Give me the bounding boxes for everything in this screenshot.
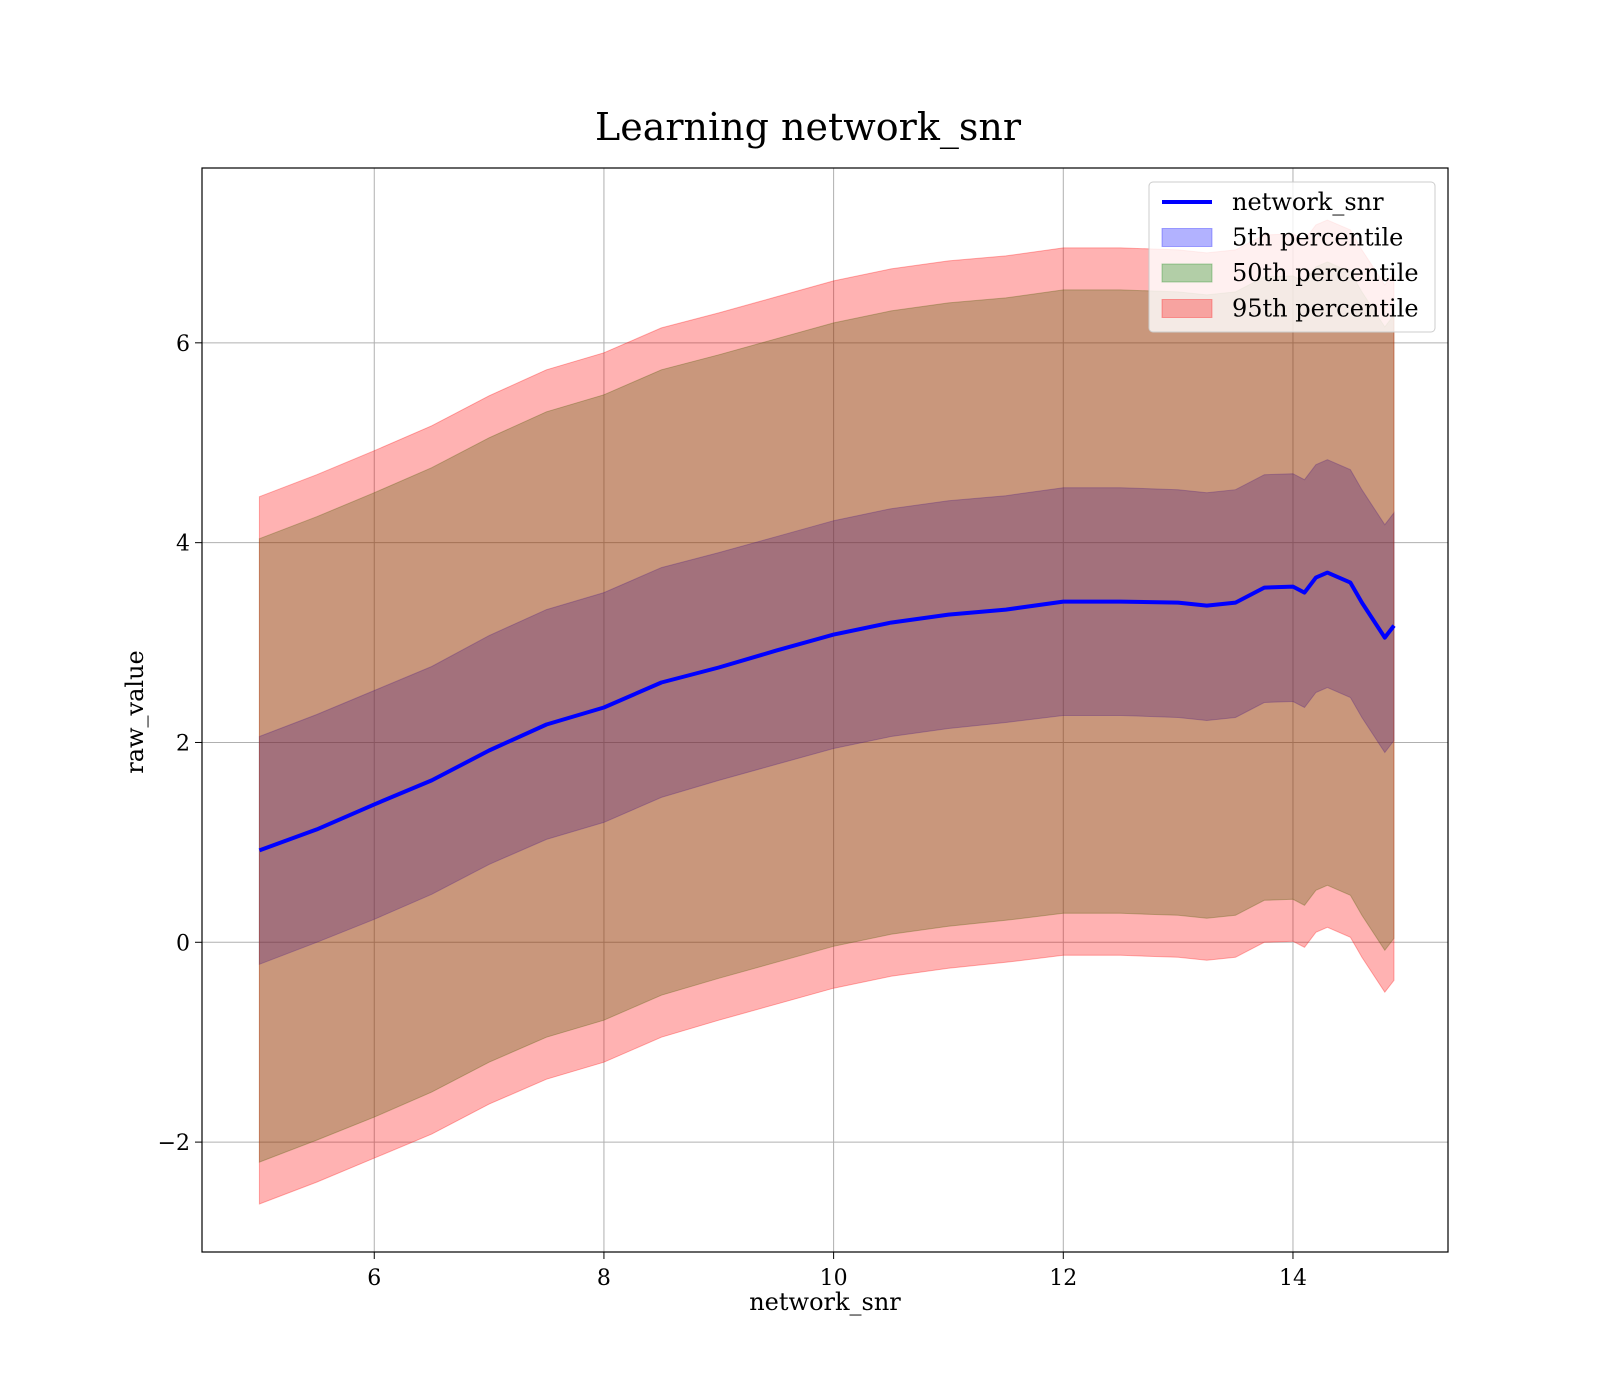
legend-label: 50th percentile [1232, 259, 1419, 287]
plot-area [201, 167, 1449, 1253]
x-axis-ticks: 6 8 10 12 14 [367, 1252, 1307, 1291]
y-axis-label: raw_value [121, 650, 149, 774]
y-tick-label: −2 [158, 1131, 190, 1156]
plot-frame [201, 167, 1449, 1253]
x-tick-label: 10 [820, 1266, 848, 1291]
x-tick-label: 6 [367, 1266, 381, 1291]
band-50th-percentile [258, 261, 1395, 1163]
legend-label: 95th percentile [1232, 295, 1419, 323]
data-line-layer [258, 570, 1396, 853]
x-tick-label: 12 [1049, 1266, 1077, 1291]
y-axis-ticks: −2 0 2 4 6 [158, 332, 202, 1156]
legend-label: network_snr [1232, 188, 1384, 216]
legend-box [1148, 181, 1436, 333]
x-tick-label: 8 [597, 1266, 611, 1291]
band-95th-percentile [258, 219, 1395, 1205]
legend-patch-swatch [1161, 228, 1213, 247]
y-tick-label: 0 [176, 931, 190, 956]
legend: network_snr 5th percentile 50th percentile… [1148, 181, 1436, 333]
y-tick-label: 4 [176, 532, 190, 557]
percentile-bands [258, 219, 1395, 1205]
plot-background [202, 168, 1448, 1252]
legend-label: 5th percentile [1232, 224, 1403, 252]
band-5th-percentile [258, 459, 1395, 966]
chart-title: Learning network_snr [595, 105, 1022, 150]
legend-patch-swatch [1161, 263, 1213, 283]
x-tick-label: 14 [1279, 1266, 1307, 1291]
legend-patch-swatch [1161, 299, 1213, 318]
y-tick-label: 6 [176, 332, 190, 357]
grid-lines [202, 168, 1448, 1252]
y-tick-label: 2 [176, 731, 190, 756]
x-axis-label: network_snr [749, 1288, 901, 1316]
series-line-network_snr [258, 570, 1396, 853]
